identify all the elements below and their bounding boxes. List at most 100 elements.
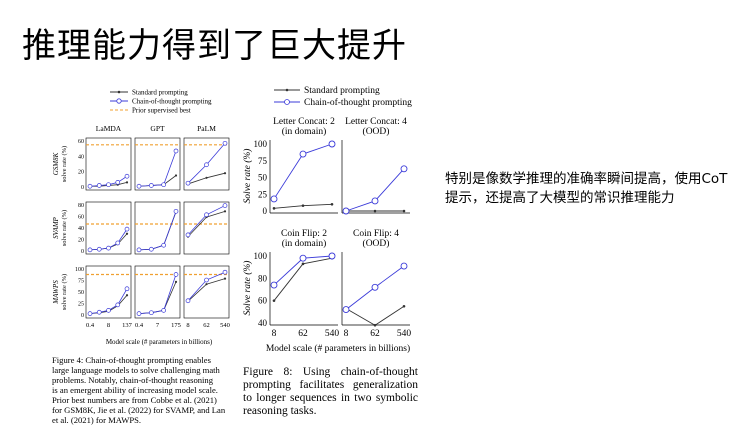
figure-4-caption: Figure 4: Chain-of-thought prompting ena… <box>52 355 242 425</box>
y-tick-label: 50 <box>258 173 268 183</box>
row-dataset-label: SVAMP <box>52 216 60 238</box>
row-axis-label: solve rate (%) <box>61 274 68 310</box>
cot-point <box>173 148 179 154</box>
cot-point <box>400 165 408 173</box>
cot-point <box>106 308 111 313</box>
x-axis-title: Model scale (# parameters in billions) <box>106 338 213 346</box>
cot-point <box>148 183 154 188</box>
cot-point <box>148 310 154 316</box>
cot-point <box>222 203 228 208</box>
y-tick-label: 40 <box>78 154 84 160</box>
caption-line: large language models to solve challengi… <box>52 365 220 375</box>
cot-point <box>87 183 93 189</box>
legend-label: Chain-of-thought prompting <box>132 98 212 106</box>
panel-frame <box>134 265 181 319</box>
x-tick-label: 540 <box>397 329 412 339</box>
standard-point <box>205 176 208 179</box>
slide-title: 推理能力得到了巨大提升 <box>22 26 407 66</box>
cot-point <box>185 298 191 304</box>
x-tick-label: 8 <box>344 329 349 339</box>
x-tick-label: 62 <box>298 329 308 339</box>
cot-point <box>87 311 93 316</box>
cot-point <box>222 140 228 146</box>
cot-point <box>106 182 111 188</box>
cot-point <box>342 207 350 215</box>
standard-point <box>402 304 406 308</box>
standard-series-line <box>345 305 405 326</box>
column-title: PaLM <box>197 124 216 133</box>
legend-marker <box>117 90 121 94</box>
panel-frame <box>183 265 230 319</box>
y-axis-title: Solve rate (%) <box>242 149 253 204</box>
standard-point <box>125 232 129 235</box>
y-tick-label: 20 <box>78 170 84 176</box>
legend-marker <box>285 88 289 92</box>
x-axis-title: Model scale (# parameters in billions) <box>266 343 410 354</box>
standard-point <box>272 207 276 210</box>
panel-frame <box>85 201 132 255</box>
y-tick-label: 0 <box>81 249 84 255</box>
y-tick-label: 75 <box>78 279 84 285</box>
panel-title: Letter Concat: 2 <box>273 117 335 127</box>
cot-point <box>115 180 121 185</box>
panel-frame <box>134 201 181 255</box>
cot-point <box>204 212 209 218</box>
cot-point <box>204 277 209 283</box>
standard-point <box>373 323 377 327</box>
x-tick-label: 0.4 <box>86 322 95 329</box>
caption-line: Prior best numbers are from Cobbe et al.… <box>52 395 217 405</box>
panel-frame <box>85 265 132 319</box>
cot-point <box>106 245 111 251</box>
standard-point <box>402 209 406 213</box>
cot-series-line <box>345 168 405 212</box>
standard-point <box>174 280 178 283</box>
panel-subtitle: (in domain) <box>282 238 327 249</box>
y-tick-label: 75 <box>258 156 268 166</box>
y-tick-label: 80 <box>78 203 84 209</box>
figure-8-caption: Figure 8: Using chain-of-thought prompti… <box>243 366 418 417</box>
panel-frame <box>85 137 132 191</box>
cot-point <box>299 150 307 158</box>
y-tick-label: 100 <box>75 267 84 273</box>
panel-subtitle: (OOD) <box>363 238 390 249</box>
panel-title: Letter Concat: 4 <box>345 117 407 127</box>
cot-point <box>328 252 336 260</box>
standard-point <box>223 172 227 175</box>
standard-point <box>301 262 305 266</box>
y-tick-label: 40 <box>78 226 84 232</box>
row-dataset-label: GSM8K <box>52 152 60 175</box>
cot-point <box>161 242 167 248</box>
y-tick-label: 25 <box>258 189 268 199</box>
y-tick-label: 50 <box>78 290 84 296</box>
panel-title: Coin Flip: 2 <box>281 229 327 239</box>
x-tick-label: 540 <box>325 329 340 339</box>
cot-point <box>173 272 179 277</box>
cot-point <box>400 262 408 270</box>
cot-point <box>222 269 228 275</box>
row-axis-label: solve rate (%) <box>61 146 68 182</box>
x-tick-label: 62 <box>203 322 210 329</box>
caption-line: for GSM8K, Jie et al. (2022) for SVAMP, … <box>52 405 226 415</box>
standard-series-line <box>138 175 177 187</box>
legend-marker <box>116 98 122 104</box>
cot-point <box>270 195 278 203</box>
legend-label: Prior supervised best <box>132 107 191 115</box>
cot-point <box>270 281 278 289</box>
y-tick-label: 100 <box>254 251 268 261</box>
standard-point <box>125 181 129 184</box>
cot-point <box>115 240 121 246</box>
cot-series-line <box>138 150 177 187</box>
cot-point <box>96 309 102 315</box>
cot-point <box>185 232 191 238</box>
y-tick-label: 25 <box>78 302 84 308</box>
y-tick-label: 40 <box>258 318 268 328</box>
cot-point <box>185 180 191 186</box>
standard-point <box>301 204 305 207</box>
cot-point <box>148 246 154 252</box>
y-tick-label: 0 <box>81 185 84 191</box>
standard-point <box>125 294 129 297</box>
cot-point <box>136 247 142 253</box>
panel-frame <box>134 137 181 191</box>
